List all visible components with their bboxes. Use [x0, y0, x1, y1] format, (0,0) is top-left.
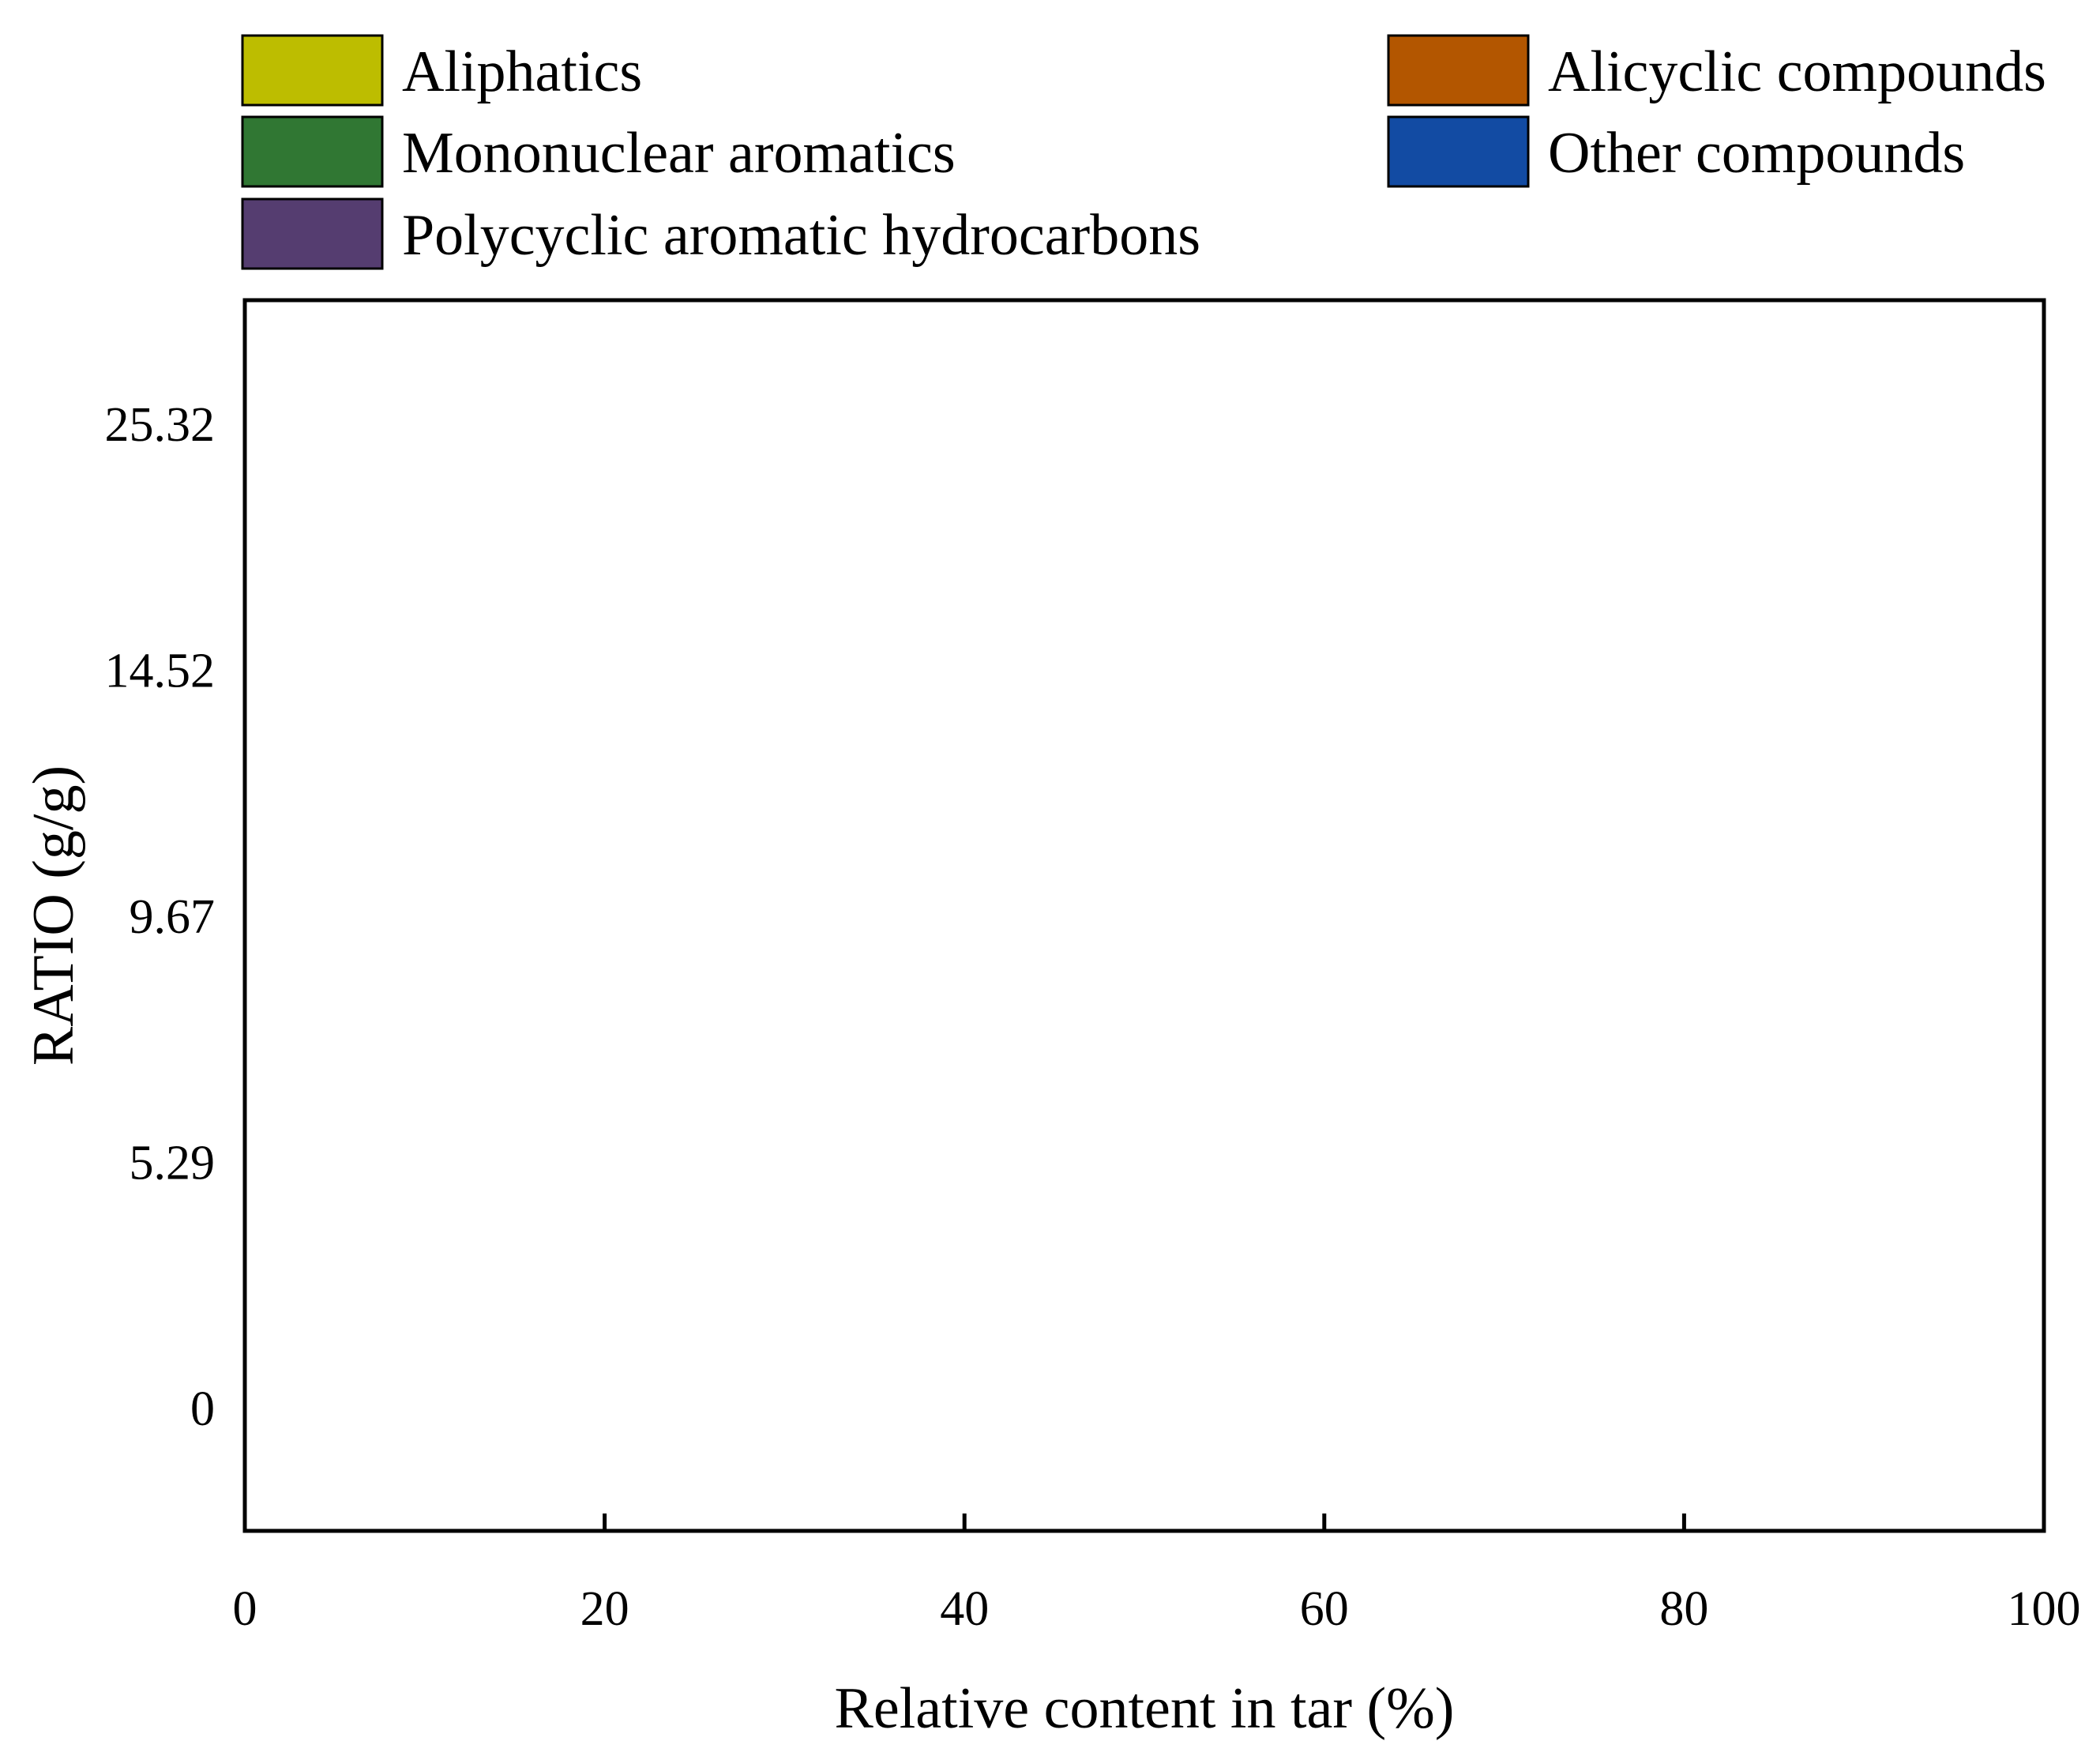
y-tick-label: 0: [190, 1382, 215, 1436]
legend-swatch-polycyclic-aromatic-hydrocarbons: [241, 197, 384, 270]
x-tick-label: 60: [1300, 1582, 1349, 1636]
legend-swatch-mononuclear-aromatics: [241, 115, 384, 188]
y-tick-label: 5.29: [130, 1137, 216, 1190]
x-tick-label: 100: [2008, 1582, 2081, 1636]
legend-swatch-other-compounds: [1387, 115, 1530, 188]
legend-item-alicyclic-compounds: Alicyclic compounds: [1387, 34, 2046, 107]
legend-item-polycyclic-aromatic-hydrocarbons: Polycyclic aromatic hydrocarbons: [241, 197, 1200, 270]
legend-label-other-compounds: Other compounds: [1548, 121, 1965, 186]
y-tick-label: 14.52: [105, 644, 216, 698]
legend: Aliphatics Alicyclic compounds Mononuclear…: [241, 34, 2046, 270]
x-tick-label: 80: [1659, 1582, 1708, 1636]
plot-frame: [242, 298, 2046, 1533]
axes: 25.32 14.52 9.67 5.29 0 0 20 40 60 80 100 Relative …: [21, 298, 2081, 1741]
legend-item-other-compounds: Other compounds: [1387, 115, 1965, 188]
y-tick-label: 9.67: [130, 890, 216, 944]
x-axis-title: Relative content in tar (%): [835, 1676, 1455, 1741]
legend-item-mononuclear-aromatics: Mononuclear aromatics: [241, 115, 956, 188]
y-tick-label: 25.32: [105, 398, 216, 452]
legend-label-aliphatics: Aliphatics: [402, 39, 642, 104]
legend-swatch-aliphatics: [241, 34, 384, 107]
x-tick-label: 40: [940, 1582, 989, 1636]
legend-item-aliphatics: Aliphatics: [241, 34, 642, 107]
legend-label-mononuclear-aromatics: Mononuclear aromatics: [402, 121, 956, 186]
plot-frame-border: [242, 298, 2046, 1533]
legend-label-alicyclic-compounds: Alicyclic compounds: [1548, 39, 2046, 104]
x-tick-label: 0: [233, 1582, 257, 1636]
legend-label-polycyclic-aromatic-hydrocarbons: Polycyclic aromatic hydrocarbons: [402, 203, 1200, 268]
legend-swatch-alicyclic-compounds: [1387, 34, 1530, 107]
x-tick-label: 20: [580, 1582, 629, 1636]
y-axis-title: RATIO (g/g): [21, 765, 86, 1066]
